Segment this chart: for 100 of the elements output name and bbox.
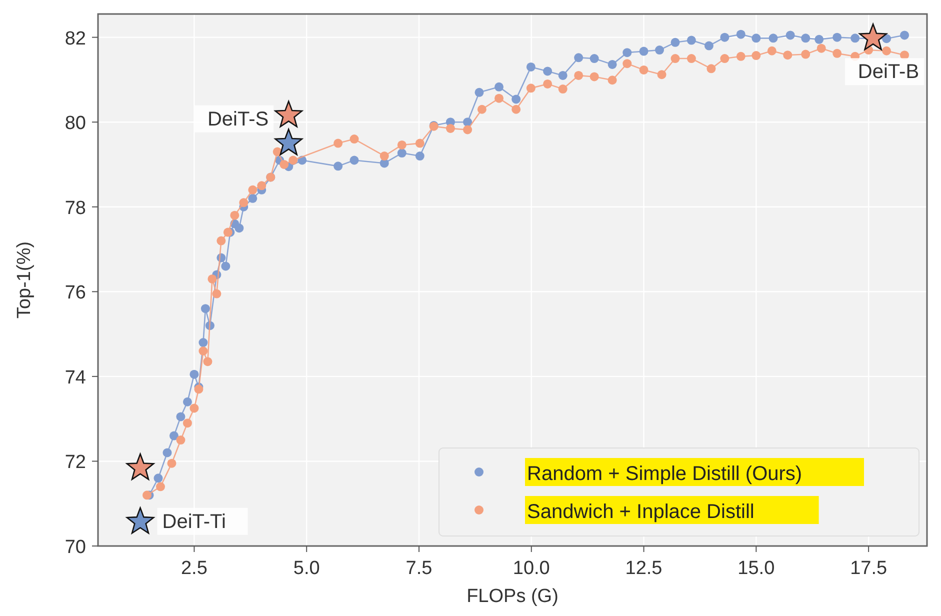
point <box>900 30 910 40</box>
point <box>786 30 795 40</box>
x-tick-label: 2.5 <box>180 558 208 579</box>
x-tick-label: 7.5 <box>406 558 432 579</box>
point <box>334 162 343 171</box>
point <box>655 46 664 55</box>
y-tick-label: 82 <box>64 28 86 50</box>
point <box>474 88 484 97</box>
point <box>801 50 810 59</box>
point <box>736 30 746 39</box>
y-tick-label: 74 <box>64 367 86 388</box>
point <box>608 60 617 69</box>
point <box>169 431 178 440</box>
point <box>198 346 208 356</box>
legend-label: Sandwich + Inplace Distill <box>527 501 754 523</box>
point <box>574 70 584 80</box>
point <box>223 228 232 237</box>
point <box>190 370 199 379</box>
point <box>156 482 165 492</box>
point <box>543 79 552 88</box>
point <box>686 54 696 64</box>
point <box>477 104 486 114</box>
point <box>768 34 778 43</box>
point <box>670 54 680 64</box>
point <box>154 474 163 483</box>
point <box>176 436 186 445</box>
point <box>512 94 521 104</box>
point <box>274 100 303 128</box>
point <box>882 34 892 44</box>
point <box>639 65 648 74</box>
x-axis-title: FLOPs (G) <box>466 586 558 607</box>
point <box>415 152 424 161</box>
point <box>832 48 842 58</box>
point <box>783 50 792 60</box>
point <box>182 418 192 428</box>
point <box>657 70 666 80</box>
point <box>334 138 343 148</box>
point <box>182 397 192 406</box>
point <box>574 53 584 62</box>
point <box>622 48 632 58</box>
y-tick-label: 76 <box>64 282 86 304</box>
point <box>526 62 536 72</box>
point <box>230 210 240 220</box>
x-tick-label: 12.5 <box>625 558 662 579</box>
point <box>463 125 472 134</box>
point <box>350 156 359 165</box>
point <box>767 46 776 56</box>
point <box>512 104 521 114</box>
point <box>752 51 761 60</box>
point <box>882 46 892 56</box>
point <box>216 236 226 246</box>
point <box>816 44 826 53</box>
annotation: DeiT-Ti <box>162 510 226 533</box>
point <box>208 274 217 284</box>
point <box>608 76 617 85</box>
point <box>494 82 504 92</box>
point <box>446 124 455 133</box>
x-tick-label: 10.0 <box>512 558 550 579</box>
point <box>752 34 761 43</box>
point <box>274 128 303 156</box>
point <box>397 148 406 158</box>
point <box>126 507 154 534</box>
point <box>706 64 716 74</box>
point <box>832 32 842 42</box>
y-tick-label: 72 <box>64 452 86 474</box>
point <box>622 59 632 68</box>
point <box>543 66 552 76</box>
point <box>203 357 212 366</box>
point <box>176 412 186 422</box>
point <box>415 138 424 148</box>
point <box>167 458 176 468</box>
x-tick-label: 5.0 <box>293 558 320 579</box>
point <box>859 24 888 50</box>
point <box>814 34 824 44</box>
point <box>590 72 599 82</box>
point <box>190 404 199 413</box>
point <box>397 140 406 150</box>
point <box>248 185 258 194</box>
point <box>350 134 359 144</box>
y-tick-label: 70 <box>64 537 86 558</box>
point <box>736 52 746 61</box>
x-tick-label: 17.5 <box>850 558 888 579</box>
point <box>670 38 680 47</box>
point <box>380 152 389 161</box>
annotation: DeiT-S <box>207 108 269 130</box>
point <box>221 262 230 271</box>
point <box>558 70 568 80</box>
point <box>212 289 222 298</box>
legend-label: Random + Simple Distill (Ours) <box>527 463 802 485</box>
point <box>494 94 504 103</box>
y-axis-title: Top-1(%) <box>14 241 35 319</box>
point <box>720 54 730 64</box>
point <box>198 338 208 348</box>
point <box>162 448 172 458</box>
point <box>248 194 258 203</box>
point <box>558 84 568 94</box>
point <box>200 304 210 314</box>
point <box>526 84 536 93</box>
x-tick-label: 15.0 <box>738 558 775 579</box>
point <box>280 160 289 169</box>
